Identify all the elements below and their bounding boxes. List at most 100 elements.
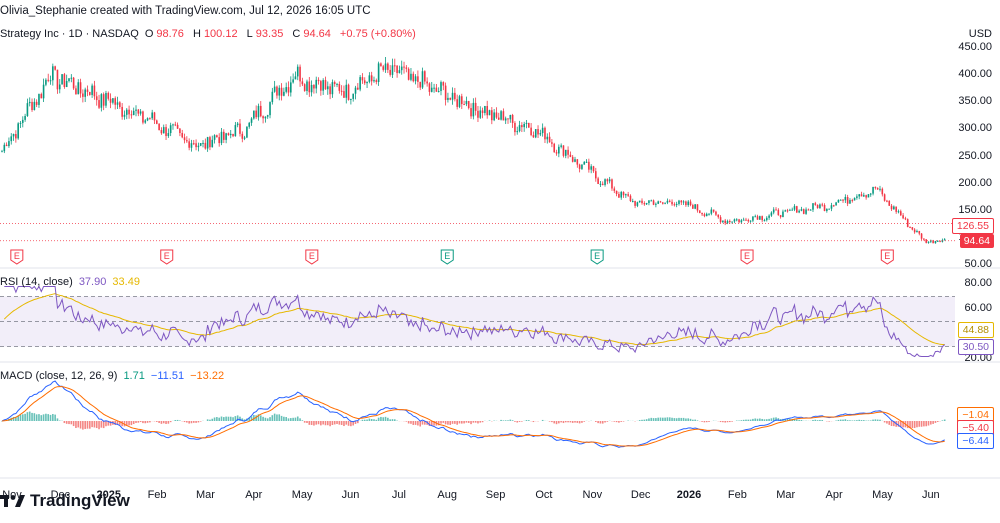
macd-histogram-bar: [911, 421, 914, 429]
macd-histogram-bar: [447, 421, 449, 425]
candle-body: [361, 77, 364, 81]
earnings-marker[interactable]: E: [160, 249, 174, 265]
macd-histogram-bar: [419, 421, 422, 427]
price-tick-label: 150.00: [958, 203, 992, 216]
candle-body: [532, 135, 535, 138]
earnings-marker[interactable]: E: [305, 249, 319, 265]
earnings-marker[interactable]: E: [440, 249, 454, 265]
candle-body: [534, 129, 537, 138]
candle-body: [918, 230, 921, 234]
macd-histogram-bar: [604, 421, 606, 423]
candle-body: [218, 137, 220, 144]
candle-body: [216, 135, 218, 138]
macd-legend: MACD (close, 12, 26, 9) 1.71 −11.51 −13.…: [0, 370, 227, 382]
candle-body: [618, 194, 620, 198]
candle-body: [553, 143, 556, 153]
candle-body: [428, 83, 431, 92]
candle-body: [70, 77, 73, 79]
candle-body: [673, 204, 676, 206]
symbol-name[interactable]: Strategy Inc · 1D · NASDAQ: [0, 28, 139, 40]
earnings-marker[interactable]: E: [10, 249, 24, 265]
candle-body: [100, 94, 103, 108]
candle-body: [754, 216, 757, 218]
candle-body: [604, 179, 606, 185]
candle-body: [435, 87, 438, 92]
candle-body: [15, 134, 17, 139]
candle-body: [77, 82, 80, 95]
macd-histogram-bar: [223, 417, 225, 421]
candle-body: [31, 101, 33, 111]
macd-histogram-bar: [190, 421, 193, 424]
candle-body: [740, 220, 743, 223]
macd-histogram-bar: [849, 420, 851, 421]
macd-histogram-bar: [65, 421, 68, 424]
earnings-marker[interactable]: E: [740, 249, 754, 265]
candle-body: [895, 206, 897, 212]
candle-body: [278, 87, 281, 96]
candle-body: [906, 219, 909, 228]
macd-histogram-bar: [310, 421, 313, 425]
candle-body: [629, 195, 632, 202]
candle-body: [146, 118, 149, 121]
macd-histogram-bar: [361, 419, 364, 421]
candle-body: [40, 94, 43, 99]
candle-body: [856, 196, 858, 198]
time-tick-label: Feb: [727, 489, 747, 501]
macd-histogram-bar: [814, 419, 817, 421]
macd-histogram-bar: [883, 421, 886, 423]
candle-body: [387, 63, 389, 70]
candle-body: [913, 229, 916, 233]
macd-histogram-bar: [708, 421, 710, 422]
macd-histogram-bar: [701, 421, 703, 422]
candle-body: [943, 239, 946, 241]
macd-histogram-bar: [918, 421, 921, 427]
candle-body: [130, 114, 133, 116]
candle-body: [410, 73, 412, 80]
candle-body: [594, 171, 597, 179]
tradingview-logo[interactable]: TradingView: [0, 491, 130, 511]
earnings-marker[interactable]: E: [590, 249, 604, 265]
candle-body: [292, 79, 294, 83]
candle-body: [668, 200, 671, 202]
rsi-label[interactable]: RSI (14, close): [0, 276, 73, 288]
macd-histogram-bar: [336, 421, 338, 424]
candle-body: [874, 186, 877, 189]
candle-body: [583, 161, 586, 165]
macd-label[interactable]: MACD (close, 12, 26, 9): [0, 370, 118, 382]
earnings-letter: E: [594, 251, 600, 261]
macd-histogram-bar: [229, 416, 232, 421]
candle-body: [888, 200, 891, 206]
macd-histogram-bar: [77, 421, 80, 428]
macd-histogram-bar: [504, 420, 507, 421]
candle-body: [255, 110, 257, 118]
candle-body: [504, 118, 507, 121]
macd-histogram-bar: [287, 418, 290, 421]
candle-body: [102, 94, 105, 106]
brand-name: TradingView: [30, 491, 130, 510]
macd-histogram-bar: [509, 419, 512, 421]
candle-body: [585, 161, 588, 163]
candle-body: [650, 200, 653, 202]
macd-histogram-bar: [31, 412, 33, 421]
high-value: 100.12: [203, 28, 238, 40]
macd-histogram-bar: [886, 421, 888, 424]
candle-body: [821, 204, 824, 206]
candle-body: [199, 143, 202, 146]
candle-body: [500, 111, 502, 120]
chart-credit: Olivia_Stephanie created with TradingVie…: [0, 5, 371, 17]
candle-body: [430, 87, 433, 92]
macd-histogram-bar: [33, 413, 36, 421]
macd-histogram-bar: [481, 421, 484, 423]
earnings-marker[interactable]: E: [880, 249, 894, 265]
candle-body: [151, 112, 153, 119]
macd-histogram-bar: [451, 421, 454, 424]
candle-body: [308, 81, 311, 93]
price-tick-label: 200.00: [958, 176, 992, 189]
macd-histogram-bar: [819, 419, 821, 421]
candle-body: [851, 200, 854, 202]
candle-body: [546, 136, 549, 140]
macd-histogram-bar: [91, 421, 93, 428]
earnings-badge: [10, 249, 24, 265]
macd-histogram-bar: [259, 415, 262, 421]
